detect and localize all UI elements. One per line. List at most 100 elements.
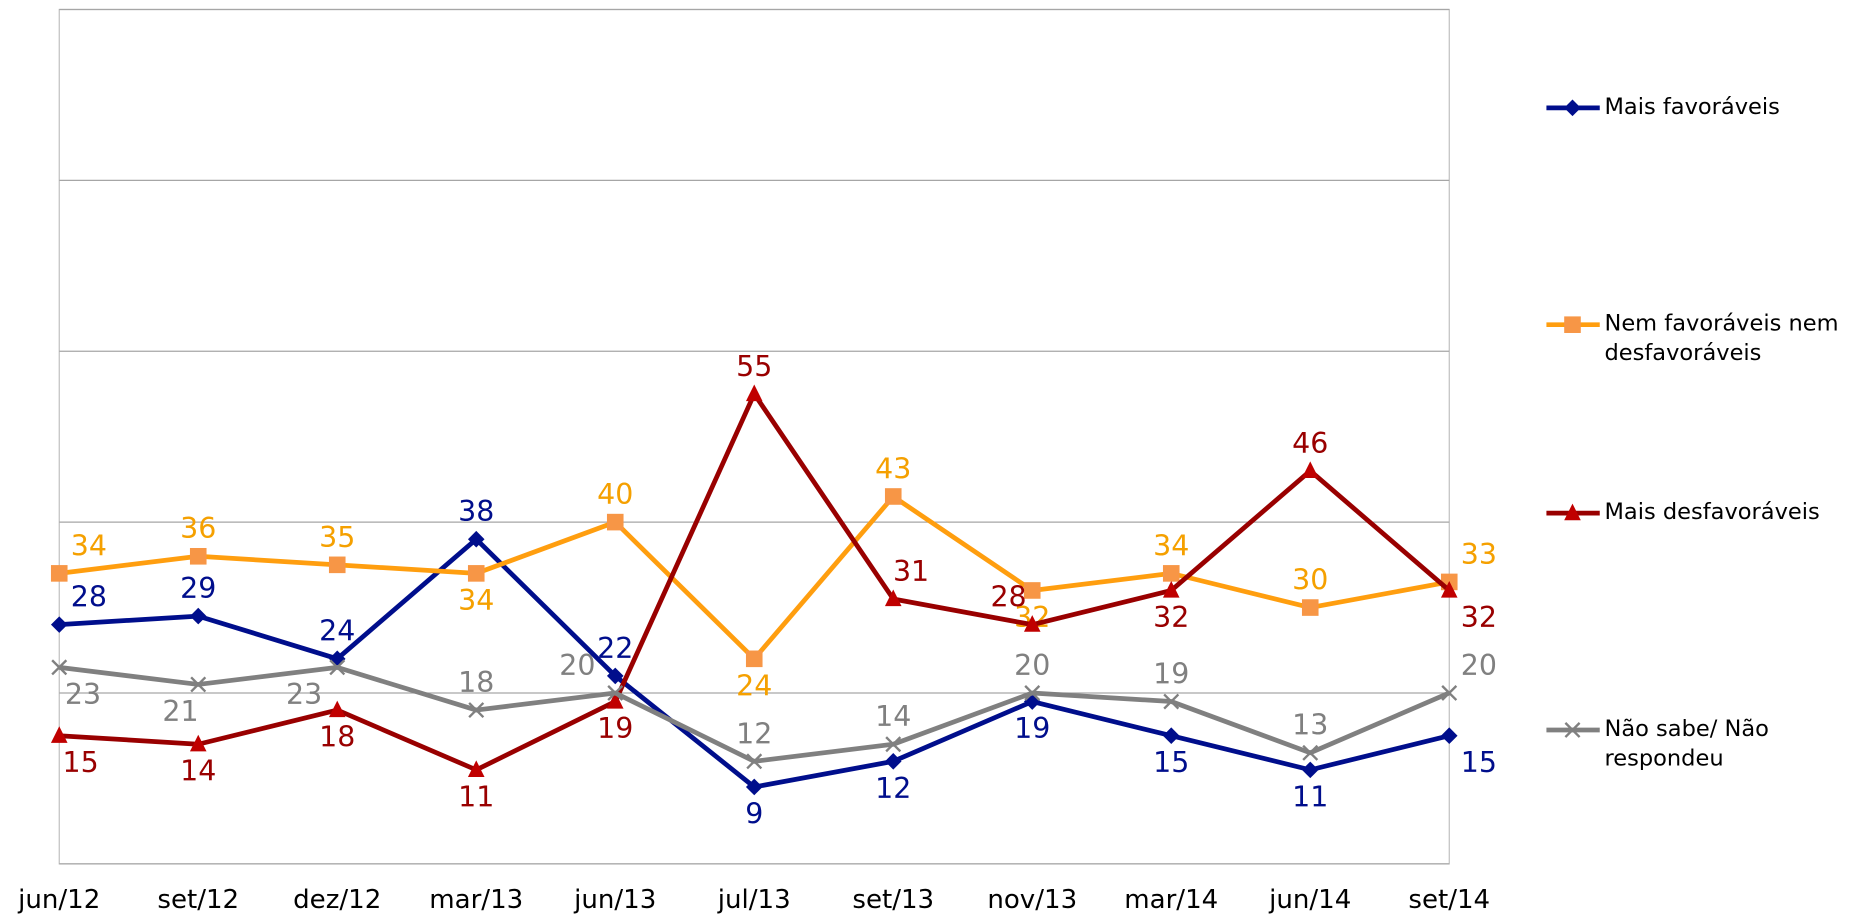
marker [745, 650, 763, 668]
marker [1023, 582, 1041, 599]
marker [50, 726, 68, 743]
legend-label: Nem favoráveis nem desfavoráveis [1604, 310, 1839, 367]
data-label: 12 [736, 717, 772, 750]
data-label: 13 [1292, 709, 1328, 742]
marker [606, 692, 624, 709]
data-label: 24 [319, 615, 355, 648]
data-label: 43 [875, 452, 911, 485]
data-label: 55 [736, 350, 772, 383]
marker [1564, 503, 1581, 521]
marker [51, 659, 68, 676]
marker [1301, 599, 1319, 616]
marker [607, 685, 624, 701]
marker [884, 488, 902, 505]
marker [189, 734, 207, 752]
data-label: 14 [180, 755, 216, 788]
marker [1163, 693, 1180, 710]
marker [746, 753, 763, 770]
data-label: 30 [1292, 563, 1328, 596]
marker [1162, 565, 1180, 582]
legend-item: Mais desfavoráveis [1604, 498, 1820, 525]
x-tick-label: set/12 [157, 885, 239, 915]
marker [606, 513, 624, 531]
marker [1301, 761, 1319, 779]
data-label: 20 [559, 649, 595, 682]
marker [1440, 727, 1458, 745]
data-label: 11 [458, 780, 494, 813]
data-label: 31 [893, 555, 929, 588]
data-label: 29 [180, 572, 216, 605]
legend-label: Não sabe/ Não respondeu [1604, 715, 1769, 772]
data-label: 19 [1014, 712, 1050, 745]
data-label: 22 [597, 632, 633, 665]
data-label: 23 [65, 678, 101, 711]
series-line [59, 391, 1451, 773]
data-label: 34 [1153, 529, 1189, 562]
x-tick-label: jun/14 [1268, 885, 1351, 915]
data-label: 20 [1014, 649, 1050, 682]
x-tick-label: set/13 [852, 885, 934, 915]
x-tick-label: nov/13 [987, 885, 1077, 915]
marker [467, 760, 485, 777]
marker [328, 700, 346, 718]
data-label: 23 [286, 678, 322, 711]
data-label: 38 [458, 495, 494, 528]
marker [884, 589, 902, 607]
marker [329, 659, 346, 676]
legend-label: Mais favoráveis [1604, 93, 1780, 120]
marker [1564, 99, 1581, 117]
data-label: 18 [458, 666, 494, 699]
data-label: 35 [319, 521, 355, 554]
data-label: 19 [597, 712, 633, 745]
data-label: 24 [736, 669, 772, 702]
marker [885, 736, 902, 753]
marker [50, 616, 68, 633]
marker [1162, 727, 1180, 745]
data-label: 46 [1292, 427, 1328, 460]
legend-item: Mais favoráveis [1604, 93, 1780, 120]
data-label: 28 [990, 581, 1026, 614]
data-label: 36 [180, 512, 216, 545]
marker [884, 753, 902, 770]
x-tick-label: jun/13 [573, 885, 656, 915]
marker [1441, 685, 1458, 701]
marker [1301, 461, 1319, 478]
x-tick-label: mar/14 [1124, 885, 1218, 915]
data-label: 40 [597, 478, 633, 511]
x-tick-label: jun/12 [17, 885, 100, 915]
data-label: 33 [1461, 538, 1497, 571]
x-tick-label: dez/12 [293, 885, 381, 915]
data-label: 34 [71, 529, 107, 562]
marker [745, 384, 763, 402]
data-label: 15 [1461, 746, 1497, 779]
legend-label: Mais desfavoráveis [1604, 498, 1820, 525]
marker [468, 702, 485, 719]
marker [745, 778, 763, 796]
marker [606, 667, 624, 685]
x-tick-label: mar/13 [429, 885, 523, 915]
data-label: 12 [875, 772, 911, 805]
data-label: 21 [162, 695, 198, 728]
data-label: 15 [1153, 746, 1189, 779]
data-label: 32 [1461, 601, 1497, 634]
marker [1024, 685, 1041, 701]
data-label: 28 [71, 581, 107, 614]
marker [467, 565, 485, 582]
data-label: 18 [319, 721, 355, 754]
marker [189, 547, 207, 565]
marker [190, 676, 207, 693]
x-tick-label: set/14 [1408, 885, 1490, 915]
data-label: 11 [1292, 780, 1328, 813]
data-label: 20 [1461, 649, 1497, 682]
marker [189, 607, 207, 625]
series-line [58, 494, 1450, 662]
legend-item: Nem favoráveis nem desfavoráveis [1604, 310, 1839, 367]
data-label: 34 [458, 584, 494, 617]
marker [1440, 580, 1458, 598]
data-label: 14 [875, 700, 911, 733]
marker [1162, 580, 1180, 598]
marker [1564, 316, 1581, 333]
data-label: 32 [1153, 601, 1189, 634]
data-label: 19 [1153, 657, 1189, 690]
